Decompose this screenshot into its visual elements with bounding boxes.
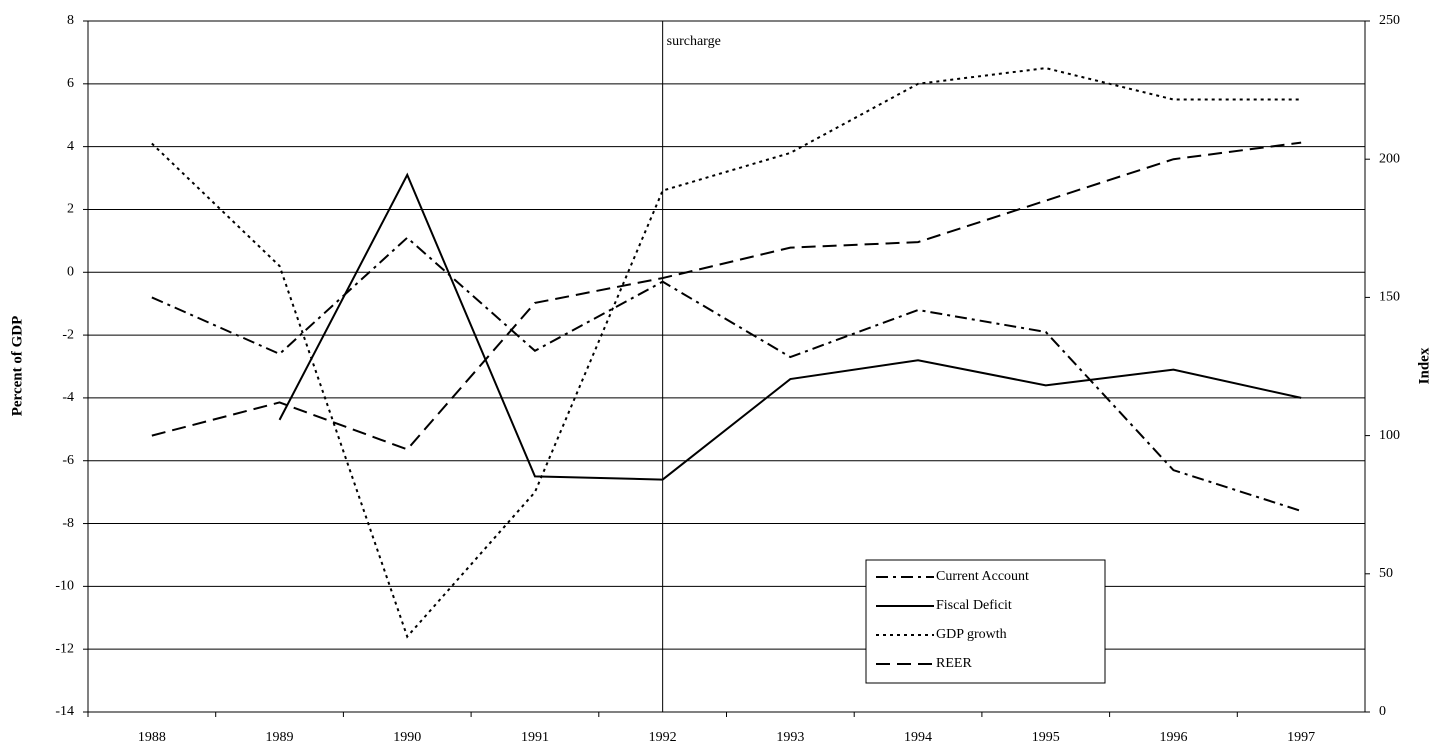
y-tick-label: 0 [67, 264, 74, 279]
x-tick-label: 1997 [1287, 730, 1315, 745]
legend-label: GDP growth [936, 627, 1007, 642]
y-tick-label: -10 [55, 579, 74, 594]
y-tick-label: -6 [62, 453, 74, 468]
series-line [151, 141, 1302, 451]
y-axis-label: Percent of GDP [9, 316, 25, 417]
y-tick-label: -14 [55, 704, 74, 719]
y-tick-label: -2 [62, 327, 74, 342]
x-tick-label: 1995 [1032, 730, 1060, 745]
y-tick-label: 8 [67, 13, 74, 28]
y2-tick-label: 100 [1379, 428, 1400, 443]
x-tick-label: 1996 [1159, 730, 1187, 745]
legend-label: Current Account [936, 569, 1029, 584]
plot-frame [87, 20, 1366, 713]
series-line [278, 172, 1302, 481]
x-tick-label: 1992 [649, 730, 677, 745]
x-tick-label: 1994 [904, 730, 932, 745]
y2-tick-label: 250 [1379, 13, 1400, 28]
y2-tick-label: 200 [1379, 151, 1400, 166]
legend-box [865, 559, 1106, 684]
y-tick-label: 4 [67, 139, 74, 154]
y2-tick-label: 50 [1379, 566, 1393, 581]
y-tick-label: -8 [62, 516, 74, 531]
y2-tick-label: 150 [1379, 290, 1400, 305]
x-tick-label: 1991 [521, 730, 549, 745]
y-tick-label: 2 [67, 202, 74, 217]
x-tick-label: 1993 [776, 730, 804, 745]
legend-label: REER [936, 656, 972, 671]
y2-tick-label: 0 [1379, 704, 1386, 719]
annotation-text: surcharge [667, 34, 721, 49]
y-tick-label: -4 [62, 390, 74, 405]
x-tick-label: 1988 [138, 730, 166, 745]
legend-label: Fiscal Deficit [936, 598, 1012, 613]
y-tick-label: 6 [67, 76, 74, 91]
y-tick-label: -12 [55, 641, 74, 656]
series-line [151, 67, 1302, 639]
x-tick-label: 1989 [266, 730, 294, 745]
y2-axis-label: Index [1416, 347, 1432, 384]
x-tick-label: 1990 [393, 730, 421, 745]
